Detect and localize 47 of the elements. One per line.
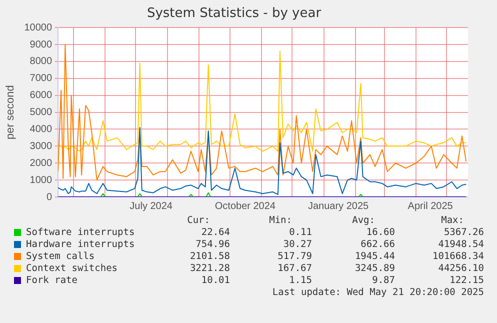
text: 16.60 (366, 227, 395, 238)
text: 101668.34 (432, 251, 484, 263)
y-tick-label: 5000 (30, 107, 52, 118)
y-tick-label: 6000 (30, 90, 52, 102)
y-tick-label: 1000 (30, 174, 52, 186)
text: Last update: Wed May 21 20:20:00 2025 (271, 287, 484, 299)
x-tick-label: April 2025 (408, 200, 454, 212)
x-tick-label: January 2025 (308, 200, 369, 212)
text: 5367.26 (442, 227, 484, 239)
y-axis-title: per second (4, 85, 17, 140)
y-tick-label: 8000 (30, 56, 52, 68)
x-tick-label: October 2024 (214, 200, 276, 212)
text: 1945.44 (354, 251, 395, 262)
text: 662.66 (360, 239, 395, 250)
text: 3221.28 (188, 263, 230, 275)
chart-title: System Statistics - by year (146, 6, 322, 22)
text: 30.27 (283, 239, 312, 250)
text: 3245.89 (354, 263, 395, 274)
text: Avg: (352, 215, 375, 226)
text: 0.11 (289, 227, 312, 238)
text: 517.79 (278, 251, 312, 262)
text: 2101.58 (188, 251, 230, 263)
text: Cur: (186, 215, 210, 227)
text: 1.15 (289, 275, 312, 286)
y-tick-label: 3000 (30, 140, 52, 152)
text: 167.67 (278, 263, 312, 274)
legend-label: Hardware interrupts (26, 239, 135, 251)
legend-label: Context switches (26, 263, 118, 275)
legend-label: Software interrupts (26, 227, 135, 239)
y-tick-label: 0 (46, 192, 52, 203)
text: 9.87 (372, 275, 395, 286)
text: 10.01 (200, 275, 230, 287)
text: 22.64 (200, 227, 230, 239)
y-tick-label: 7000 (30, 73, 52, 84)
text: 122.15 (448, 275, 484, 287)
y-tick-label: 10000 (24, 22, 52, 34)
text: 754.96 (194, 239, 230, 251)
y-tick-label: 4000 (30, 124, 52, 135)
y-tick-label: 2000 (30, 158, 52, 169)
text: 41948.54 (437, 239, 484, 251)
y-tick-label: 9000 (30, 39, 52, 50)
x-tick-label: July 2024 (130, 200, 173, 212)
text: Min: (269, 215, 292, 226)
text: 44256.10 (437, 263, 484, 275)
legend-label: Fork rate (26, 275, 78, 287)
text: Max: (440, 215, 464, 227)
legend-label: System calls (26, 251, 95, 263)
